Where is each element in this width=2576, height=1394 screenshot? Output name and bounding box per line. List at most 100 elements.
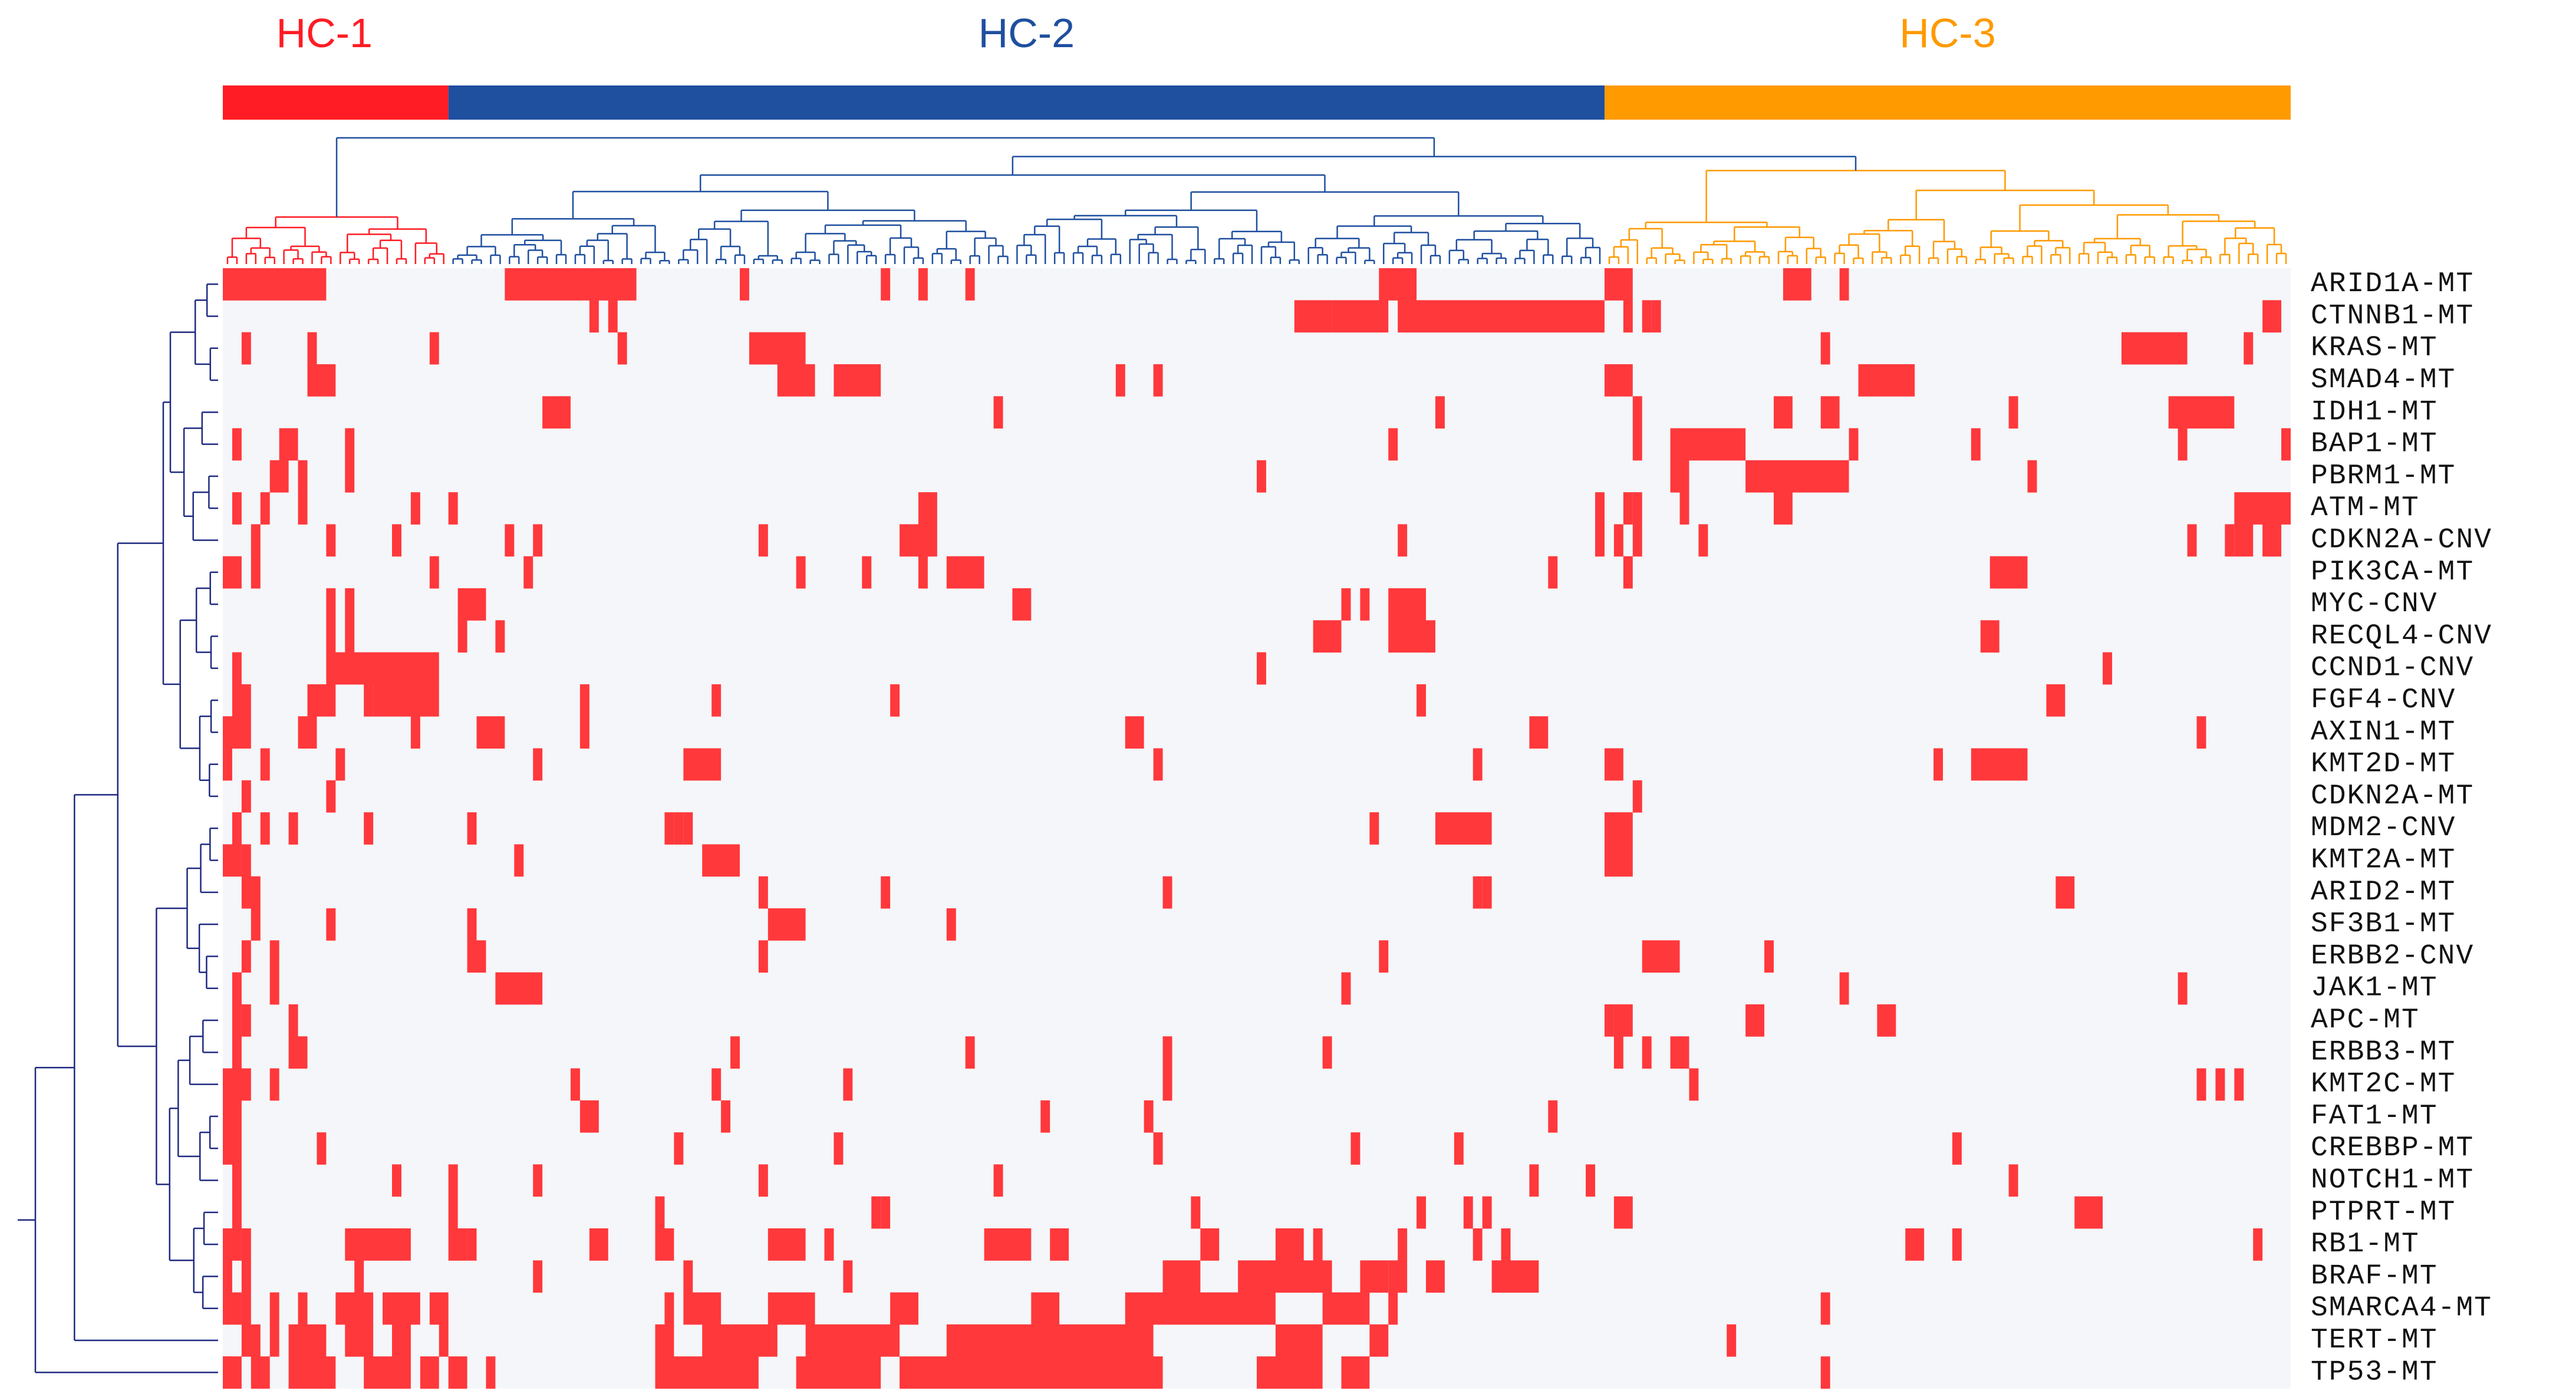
heatmap-cell xyxy=(965,268,975,301)
heatmap-cell xyxy=(1670,1036,1689,1069)
heatmap-cell xyxy=(2178,428,2188,461)
heatmap-cell xyxy=(1332,300,1389,333)
heatmap-cell xyxy=(467,1228,477,1261)
heatmap-cell xyxy=(1473,876,1483,909)
gene-label: ERBB2-CNV xyxy=(2311,940,2474,972)
gene-label: CTNNB1-MT xyxy=(2311,300,2474,332)
heatmap-cell xyxy=(1952,1228,1962,1261)
gene-labels: ARID1A-MTCTNNB1-MTKRAS-MTSMAD4-MTIDH1-MT… xyxy=(2311,268,2492,1388)
heatmap-cell xyxy=(345,1324,374,1357)
heatmap-cell xyxy=(824,1228,834,1261)
heatmap-cell xyxy=(223,1356,242,1389)
heatmap-cell xyxy=(241,1004,251,1037)
heatmap-cell xyxy=(345,428,355,461)
heatmap-cell xyxy=(1595,524,1605,557)
heatmap-cell xyxy=(1623,300,1633,333)
heatmap-cell xyxy=(298,1292,308,1325)
heatmap-cell xyxy=(1586,1164,1596,1197)
heatmap-cell xyxy=(1153,364,1163,397)
heatmap-cell xyxy=(486,1356,496,1389)
heatmap-cell xyxy=(1275,1228,1304,1261)
heatmap-cell xyxy=(232,1036,242,1069)
heatmap-cell xyxy=(1604,364,1633,397)
heatmap-cell xyxy=(683,1292,722,1325)
heatmap-cell xyxy=(467,812,477,845)
gene-dendrogram xyxy=(18,283,218,1373)
heatmap-cell xyxy=(383,1292,420,1325)
heatmap-cell xyxy=(1529,716,1549,749)
heatmap-cell xyxy=(1774,492,1793,525)
heatmap-cell xyxy=(1670,428,1746,461)
gene-label: MYC-CNV xyxy=(2311,588,2438,620)
heatmap-cell xyxy=(232,972,242,1005)
heatmap-cell xyxy=(345,620,355,653)
heatmap-cell xyxy=(1012,588,1032,621)
heatmap-cell xyxy=(1548,1100,1558,1133)
heatmap-cell xyxy=(232,652,242,685)
gene-label: PTPRT-MT xyxy=(2311,1197,2456,1228)
heatmap-cell xyxy=(251,908,261,941)
heatmap-cell xyxy=(881,268,891,301)
heatmap-cell xyxy=(1125,1292,1276,1325)
heatmap-cell xyxy=(1463,1196,1473,1229)
heatmap-cell xyxy=(1313,1228,1323,1261)
heatmap-cell xyxy=(655,1324,674,1357)
heatmap-cell xyxy=(505,268,637,301)
heatmap-cell xyxy=(664,812,674,845)
heatmap-cell xyxy=(758,524,768,557)
heatmap-cell xyxy=(1115,364,1125,397)
heatmap-cell xyxy=(1820,1356,1830,1389)
heatmap-cell xyxy=(1200,1228,1220,1261)
gene-label: SMARCA4-MT xyxy=(2311,1293,2492,1324)
heatmap-cell xyxy=(232,492,242,525)
heatmap-cell xyxy=(223,556,242,589)
heatmap-cell xyxy=(1839,268,1849,301)
gene-label: ERBB3-MT xyxy=(2311,1036,2456,1068)
heatmap-cell xyxy=(1839,972,1849,1005)
heatmap-cell xyxy=(1613,1036,1623,1069)
heatmap-cell xyxy=(589,1228,608,1261)
heatmap-cell xyxy=(326,588,336,621)
heatmap-cell xyxy=(1491,1260,1539,1293)
heatmap-cell xyxy=(335,748,345,781)
heatmap-cell xyxy=(984,1228,1032,1261)
heatmap-cell xyxy=(2244,332,2254,365)
heatmap-cell xyxy=(1162,1260,1201,1293)
heatmap-cell xyxy=(1398,524,1408,557)
heatmap-cell xyxy=(721,1100,731,1133)
heatmap-cell xyxy=(467,940,486,973)
heatmap-cell xyxy=(232,1196,242,1229)
heatmap-cell xyxy=(2074,1196,2103,1229)
heatmap-cell xyxy=(1971,428,1981,461)
heatmap-cell xyxy=(345,460,355,493)
cluster-color-bar xyxy=(223,85,2291,120)
heatmap-cell xyxy=(260,812,270,845)
gene-label: MDM2-CNV xyxy=(2311,812,2456,844)
heatmap-cell xyxy=(298,716,317,749)
heatmap-cell xyxy=(307,332,317,365)
heatmap-cell xyxy=(354,1260,364,1293)
gene-label: FGF4-CNV xyxy=(2311,684,2456,716)
heatmap-cell xyxy=(326,524,336,557)
heatmap-cell xyxy=(542,396,571,429)
heatmap-cell xyxy=(655,1228,674,1261)
heatmap-cell xyxy=(1360,1260,1389,1293)
heatmap-cell xyxy=(2008,396,2018,429)
heatmap-cell xyxy=(1257,1356,1323,1389)
heatmap-cell xyxy=(1482,1196,1492,1229)
heatmap-cell xyxy=(1820,396,1840,429)
heatmap-cell xyxy=(1980,620,1999,653)
heatmap-cell xyxy=(890,1292,918,1325)
heatmap-cell xyxy=(843,1260,853,1293)
heatmap-cell xyxy=(439,1324,449,1357)
heatmap-cell xyxy=(655,1196,665,1229)
heatmap-cell xyxy=(2027,460,2037,493)
heatmap-cell xyxy=(392,524,401,557)
heatmap-cell xyxy=(758,1164,768,1197)
heatmap-cell xyxy=(410,492,420,525)
heatmap-cell xyxy=(1454,1132,1464,1165)
heatmap-cell xyxy=(1632,492,1642,525)
heatmap-cell xyxy=(232,1292,242,1325)
cluster-titles: HC-1 HC-2 HC-3 xyxy=(276,10,1996,56)
heatmap-cell xyxy=(1322,1036,1332,1069)
